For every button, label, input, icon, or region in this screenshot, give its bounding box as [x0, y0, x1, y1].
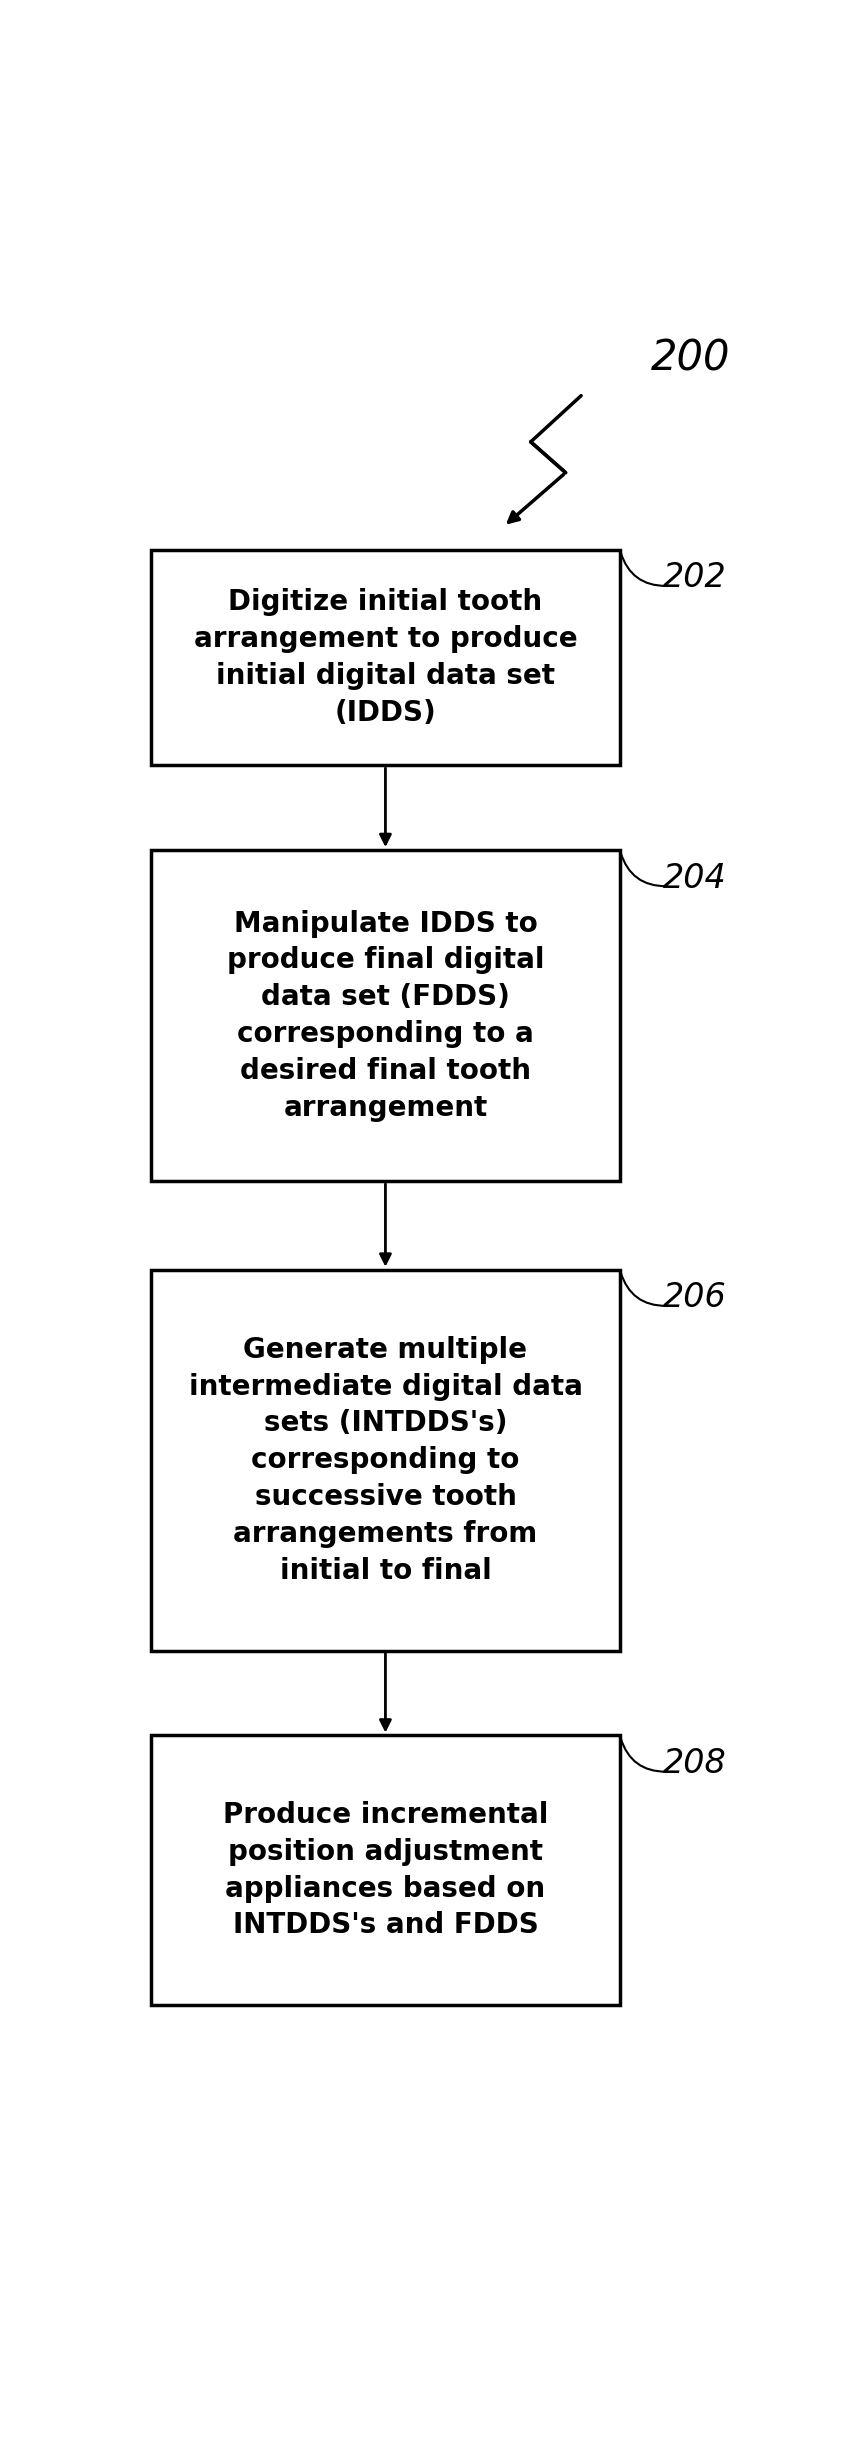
Text: 202: 202: [662, 562, 727, 594]
Text: Generate multiple
intermediate digital data
sets (INTDDS's)
corresponding to
suc: Generate multiple intermediate digital d…: [188, 1335, 583, 1584]
Text: 200: 200: [651, 337, 730, 379]
Text: 206: 206: [662, 1281, 727, 1315]
Text: 204: 204: [662, 862, 727, 894]
FancyBboxPatch shape: [151, 1268, 620, 1650]
Text: Digitize initial tooth
arrangement to produce
initial digital data set
(IDDS): Digitize initial tooth arrangement to pr…: [193, 589, 577, 727]
FancyBboxPatch shape: [151, 1736, 620, 2005]
Text: Produce incremental
position adjustment
appliances based on
INTDDS's and FDDS: Produce incremental position adjustment …: [223, 1800, 548, 1938]
Text: Manipulate IDDS to
produce final digital
data set (FDDS)
corresponding to a
desi: Manipulate IDDS to produce final digital…: [226, 909, 544, 1121]
FancyBboxPatch shape: [151, 549, 620, 766]
Text: 208: 208: [662, 1746, 727, 1781]
FancyBboxPatch shape: [151, 850, 620, 1182]
